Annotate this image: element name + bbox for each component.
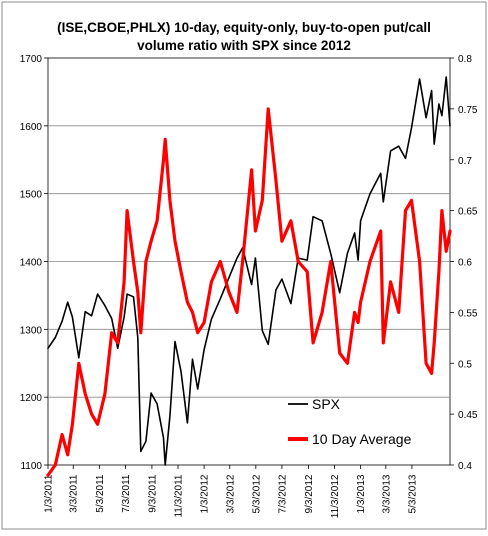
x-axis-layer: 1/3/2011 3/3/2011 5/3/2011 7/3/2011 9/3/2011… xyxy=(44,465,418,518)
x-axis-tick-label: 3/3/2011 xyxy=(69,474,80,513)
right-axis-tick-label: 0.6 xyxy=(458,258,472,269)
legend-label-10-day-average: 10 Day Average xyxy=(312,431,412,447)
x-axis-tick-label: 3/3/2012 xyxy=(225,474,236,513)
right-axis-tick-label: 0.45 xyxy=(458,410,478,421)
series-layer xyxy=(46,76,452,477)
x-axis-tick-label: 5/3/2011 xyxy=(95,474,106,513)
legend-label-spx: SPX xyxy=(312,396,341,412)
x-axis-tick-label: 7/3/2011 xyxy=(121,474,132,513)
right-axis-tick-label: 0.5 xyxy=(458,359,472,370)
left-axis-layer: 1100 1200 1300 1400 1500 1600 1700 xyxy=(20,54,48,472)
x-axis-tick-label: 11/3/2012 xyxy=(330,474,341,518)
left-axis-tick-label: 1700 xyxy=(20,54,43,65)
x-axis-tick-label: 1/3/2012 xyxy=(200,474,211,513)
x-axis-tick-label: 7/3/2012 xyxy=(277,474,288,513)
x-axis-tick-label: 5/3/2013 xyxy=(407,474,418,513)
left-axis-tick-label: 1300 xyxy=(20,325,43,336)
right-axis-tick-label: 0.8 xyxy=(458,54,472,65)
chart-title-line-2: volume ratio with SPX since 2012 xyxy=(137,38,351,53)
x-axis-tick-label: 1/3/2011 xyxy=(44,474,55,513)
chart-title-line-1: (ISE,CBOE,PHLX) 10-day, equity-only, buy… xyxy=(57,20,431,35)
right-axis-tick-label: 0.55 xyxy=(458,308,478,319)
series-line-10-day-average xyxy=(46,107,452,477)
right-axis-tick-label: 0.65 xyxy=(458,207,478,218)
right-axis-tick-label: 0.4 xyxy=(458,461,472,472)
x-axis-tick-label: 5/3/2012 xyxy=(251,474,262,513)
left-axis-tick-label: 1200 xyxy=(20,393,43,404)
x-axis-tick-label: 11/3/2011 xyxy=(174,474,185,517)
left-axis-tick-label: 1100 xyxy=(20,461,42,472)
legend: SPX 10 Day Average xyxy=(288,396,412,447)
x-axis-tick-label: 9/3/2012 xyxy=(304,474,315,513)
right-axis-tick-label: 0.75 xyxy=(458,105,478,116)
left-axis-tick-label: 1500 xyxy=(20,190,43,201)
x-axis-tick-label: 3/3/2013 xyxy=(381,474,392,513)
x-axis-tick-label: 9/3/2011 xyxy=(147,474,158,513)
x-axis-tick-label: 1/3/2013 xyxy=(356,474,367,513)
right-axis-layer: 0.4 0.45 0.5 0.55 0.6 0.65 0.7 0.75 0.8 xyxy=(450,54,478,472)
left-axis-tick-label: 1400 xyxy=(20,258,43,269)
right-axis-tick-label: 0.7 xyxy=(458,156,472,167)
left-axis-tick-label: 1600 xyxy=(20,122,43,133)
